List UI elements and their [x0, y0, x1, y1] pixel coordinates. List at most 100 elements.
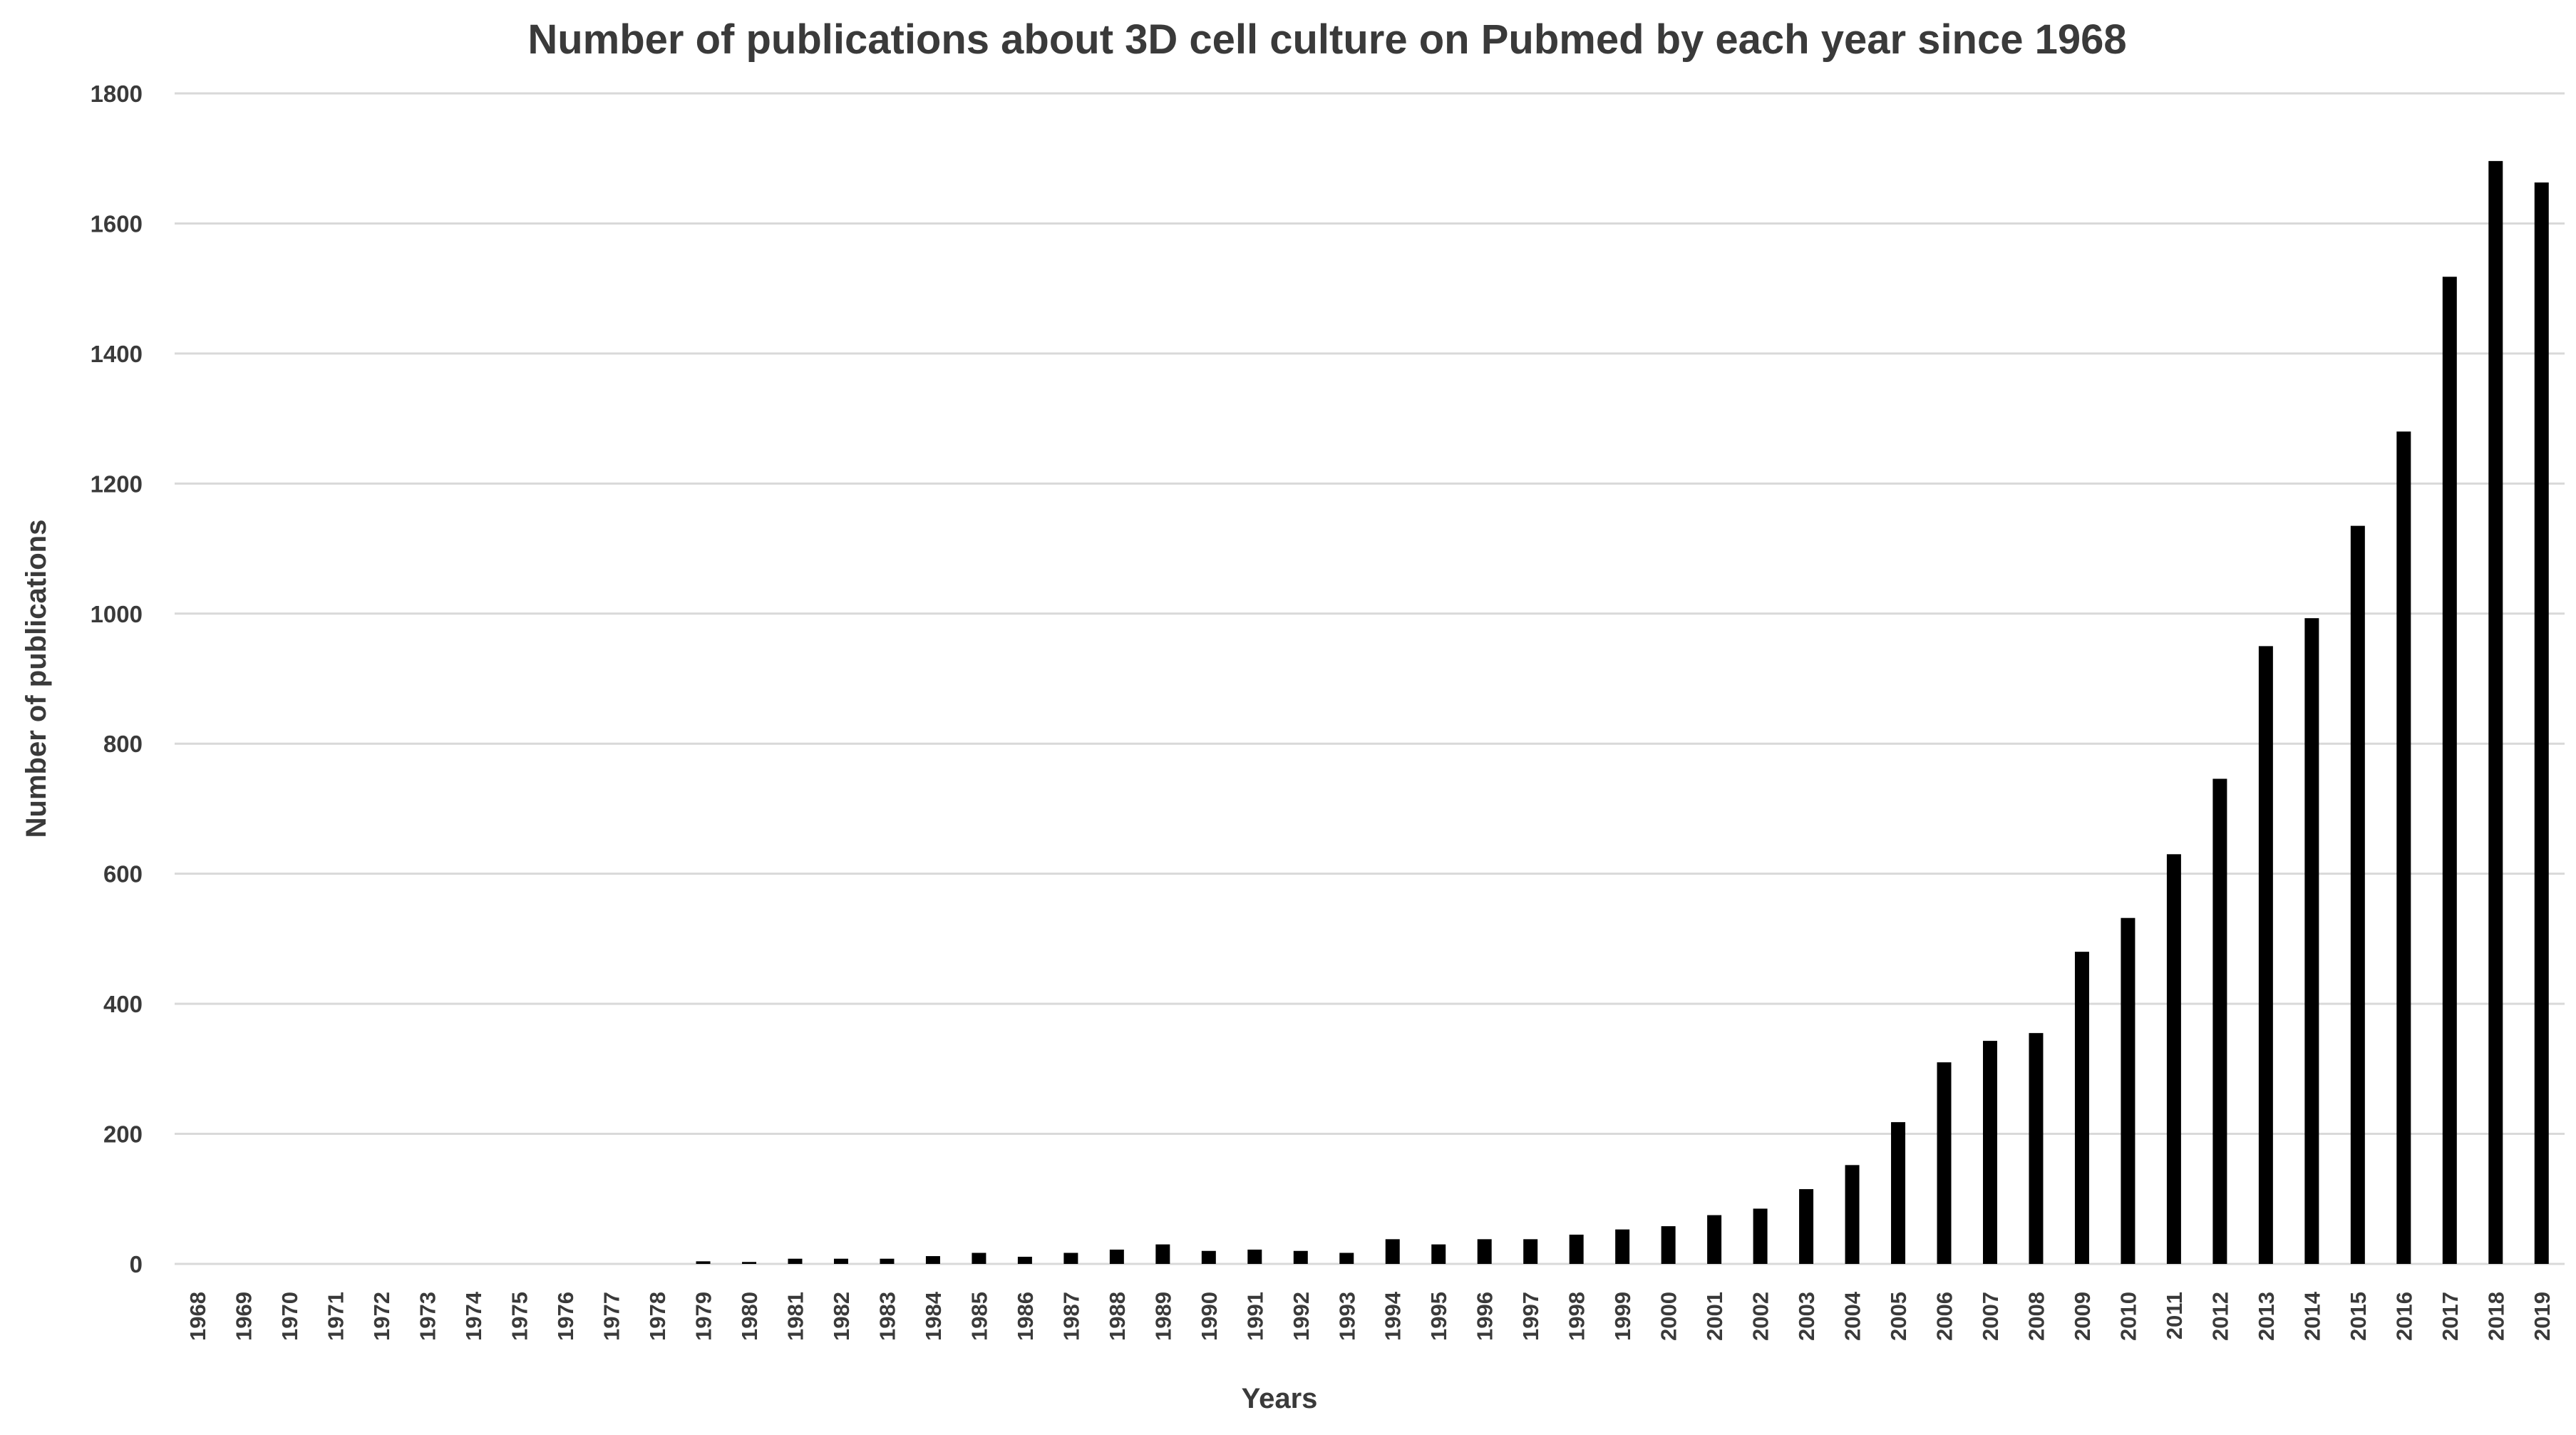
- bar-2006: [1937, 1062, 1952, 1264]
- bar-1987: [1063, 1253, 1078, 1264]
- bar-1995: [1431, 1244, 1446, 1264]
- y-tick-label: 600: [103, 861, 143, 888]
- bar-2017: [2442, 277, 2457, 1264]
- bar-1998: [1569, 1234, 1584, 1264]
- bar-1996: [1477, 1239, 1492, 1264]
- bar-2002: [1753, 1208, 1768, 1264]
- x-tick-label: 1987: [1058, 1292, 1083, 1341]
- x-tick-label: 2013: [2254, 1292, 2279, 1341]
- y-tick-label: 200: [103, 1121, 143, 1148]
- x-tick-label: 1973: [416, 1292, 441, 1341]
- x-tick-label: 1982: [829, 1292, 854, 1341]
- bar-1986: [1017, 1256, 1032, 1264]
- bar-2013: [2258, 646, 2273, 1264]
- x-tick-label: 2009: [2070, 1292, 2095, 1341]
- x-tick-label: 1986: [1013, 1292, 1038, 1341]
- y-tick-label: 1200: [91, 470, 143, 497]
- bar-2015: [2350, 525, 2365, 1264]
- x-tick-label: 1974: [461, 1291, 486, 1341]
- bar-2008: [2029, 1033, 2044, 1264]
- y-tick-label: 1000: [91, 601, 143, 627]
- x-tick-label: 1998: [1565, 1292, 1590, 1341]
- bar-1984: [925, 1256, 940, 1264]
- bar-2019: [2534, 182, 2549, 1264]
- bar-1979: [696, 1261, 711, 1264]
- x-tick-label: 2001: [1702, 1292, 1727, 1341]
- x-tick-label: 2017: [2438, 1292, 2463, 1341]
- bar-2005: [1891, 1122, 1906, 1264]
- bar-2004: [1845, 1165, 1860, 1264]
- x-tick-label: 1969: [232, 1292, 257, 1341]
- x-tick-label: 2007: [1978, 1292, 2003, 1341]
- bar-1988: [1109, 1249, 1124, 1264]
- bar-1993: [1339, 1253, 1354, 1264]
- bar-1983: [880, 1258, 895, 1264]
- x-tick-label: 1977: [599, 1292, 624, 1341]
- x-tick-label: 2000: [1657, 1292, 1681, 1341]
- x-tick-label: 1996: [1473, 1292, 1498, 1341]
- x-tick-label: 2012: [2207, 1292, 2232, 1341]
- y-axis-title: Number of publications: [21, 520, 52, 838]
- bar-2011: [2166, 854, 2181, 1264]
- x-tick-label: 1970: [277, 1292, 302, 1341]
- bar-1994: [1385, 1239, 1400, 1264]
- bar-1980: [742, 1262, 757, 1264]
- x-tick-label: 1993: [1334, 1292, 1359, 1341]
- bar-2000: [1661, 1226, 1676, 1264]
- x-tick-label: 1983: [875, 1292, 900, 1341]
- bar-1981: [788, 1258, 803, 1264]
- x-axis-ticks: 1968 1969 1970 1971 1972 1973 1974 1975 1976 1977…: [185, 1291, 2555, 1341]
- x-tick-label: 2010: [2116, 1292, 2140, 1341]
- bar-1999: [1615, 1229, 1630, 1264]
- x-tick-label: 1991: [1242, 1292, 1267, 1341]
- x-tick-label: 2019: [2530, 1292, 2555, 1341]
- bar-2016: [2396, 431, 2411, 1265]
- bar-2003: [1799, 1189, 1814, 1264]
- x-tick-label: 1972: [369, 1292, 394, 1341]
- bar-2012: [2212, 778, 2227, 1264]
- x-tick-label: 2014: [2299, 1291, 2324, 1341]
- x-tick-label: 2015: [2346, 1292, 2371, 1341]
- x-tick-label: 1997: [1518, 1292, 1543, 1341]
- x-tick-label: 1989: [1150, 1292, 1175, 1341]
- bar-1982: [833, 1258, 848, 1264]
- x-tick-label: 1980: [737, 1292, 762, 1341]
- bar-2001: [1707, 1215, 1722, 1264]
- y-tick-label: 800: [103, 731, 143, 757]
- y-tick-label: 1800: [91, 81, 143, 107]
- y-tick-label: 400: [103, 991, 143, 1017]
- gridlines: [175, 92, 2565, 1265]
- bar-1997: [1523, 1239, 1538, 1264]
- x-tick-label: 1981: [783, 1292, 808, 1341]
- x-tick-label: 1995: [1426, 1292, 1451, 1341]
- x-tick-label: 1990: [1197, 1292, 1222, 1341]
- x-tick-label: 2002: [1748, 1292, 1773, 1341]
- x-tick-label: 2006: [1932, 1292, 1957, 1341]
- chart-title: Number of publications about 3D cell cul…: [527, 16, 2126, 63]
- y-tick-label: 1600: [91, 210, 143, 237]
- x-tick-label: 1992: [1289, 1292, 1314, 1341]
- bar-1990: [1201, 1250, 1216, 1264]
- x-tick-label: 2005: [1886, 1292, 1911, 1341]
- bar-1992: [1293, 1250, 1308, 1264]
- x-tick-label: 1984: [921, 1291, 946, 1341]
- bars: [696, 160, 2549, 1265]
- x-tick-label: 2003: [1794, 1292, 1819, 1341]
- x-tick-label: 1971: [324, 1292, 349, 1341]
- bar-1985: [972, 1253, 986, 1264]
- y-tick-label: 1400: [91, 341, 143, 367]
- x-tick-label: 2018: [2483, 1292, 2508, 1341]
- bar-2007: [1982, 1041, 1997, 1264]
- x-tick-label: 2004: [1840, 1291, 1865, 1341]
- x-tick-label: 1985: [967, 1292, 991, 1341]
- x-tick-label: 1994: [1381, 1291, 1406, 1341]
- x-tick-label: 1999: [1610, 1292, 1635, 1341]
- y-axis-ticks: 0 200 400 600 800 1000 1200 1400 1600 1800: [91, 81, 143, 1277]
- x-tick-label: 1976: [553, 1292, 578, 1341]
- x-tick-label: 1968: [185, 1292, 210, 1341]
- bar-1991: [1247, 1249, 1262, 1264]
- bar-1989: [1155, 1244, 1170, 1264]
- x-tick-label: 1978: [645, 1292, 670, 1341]
